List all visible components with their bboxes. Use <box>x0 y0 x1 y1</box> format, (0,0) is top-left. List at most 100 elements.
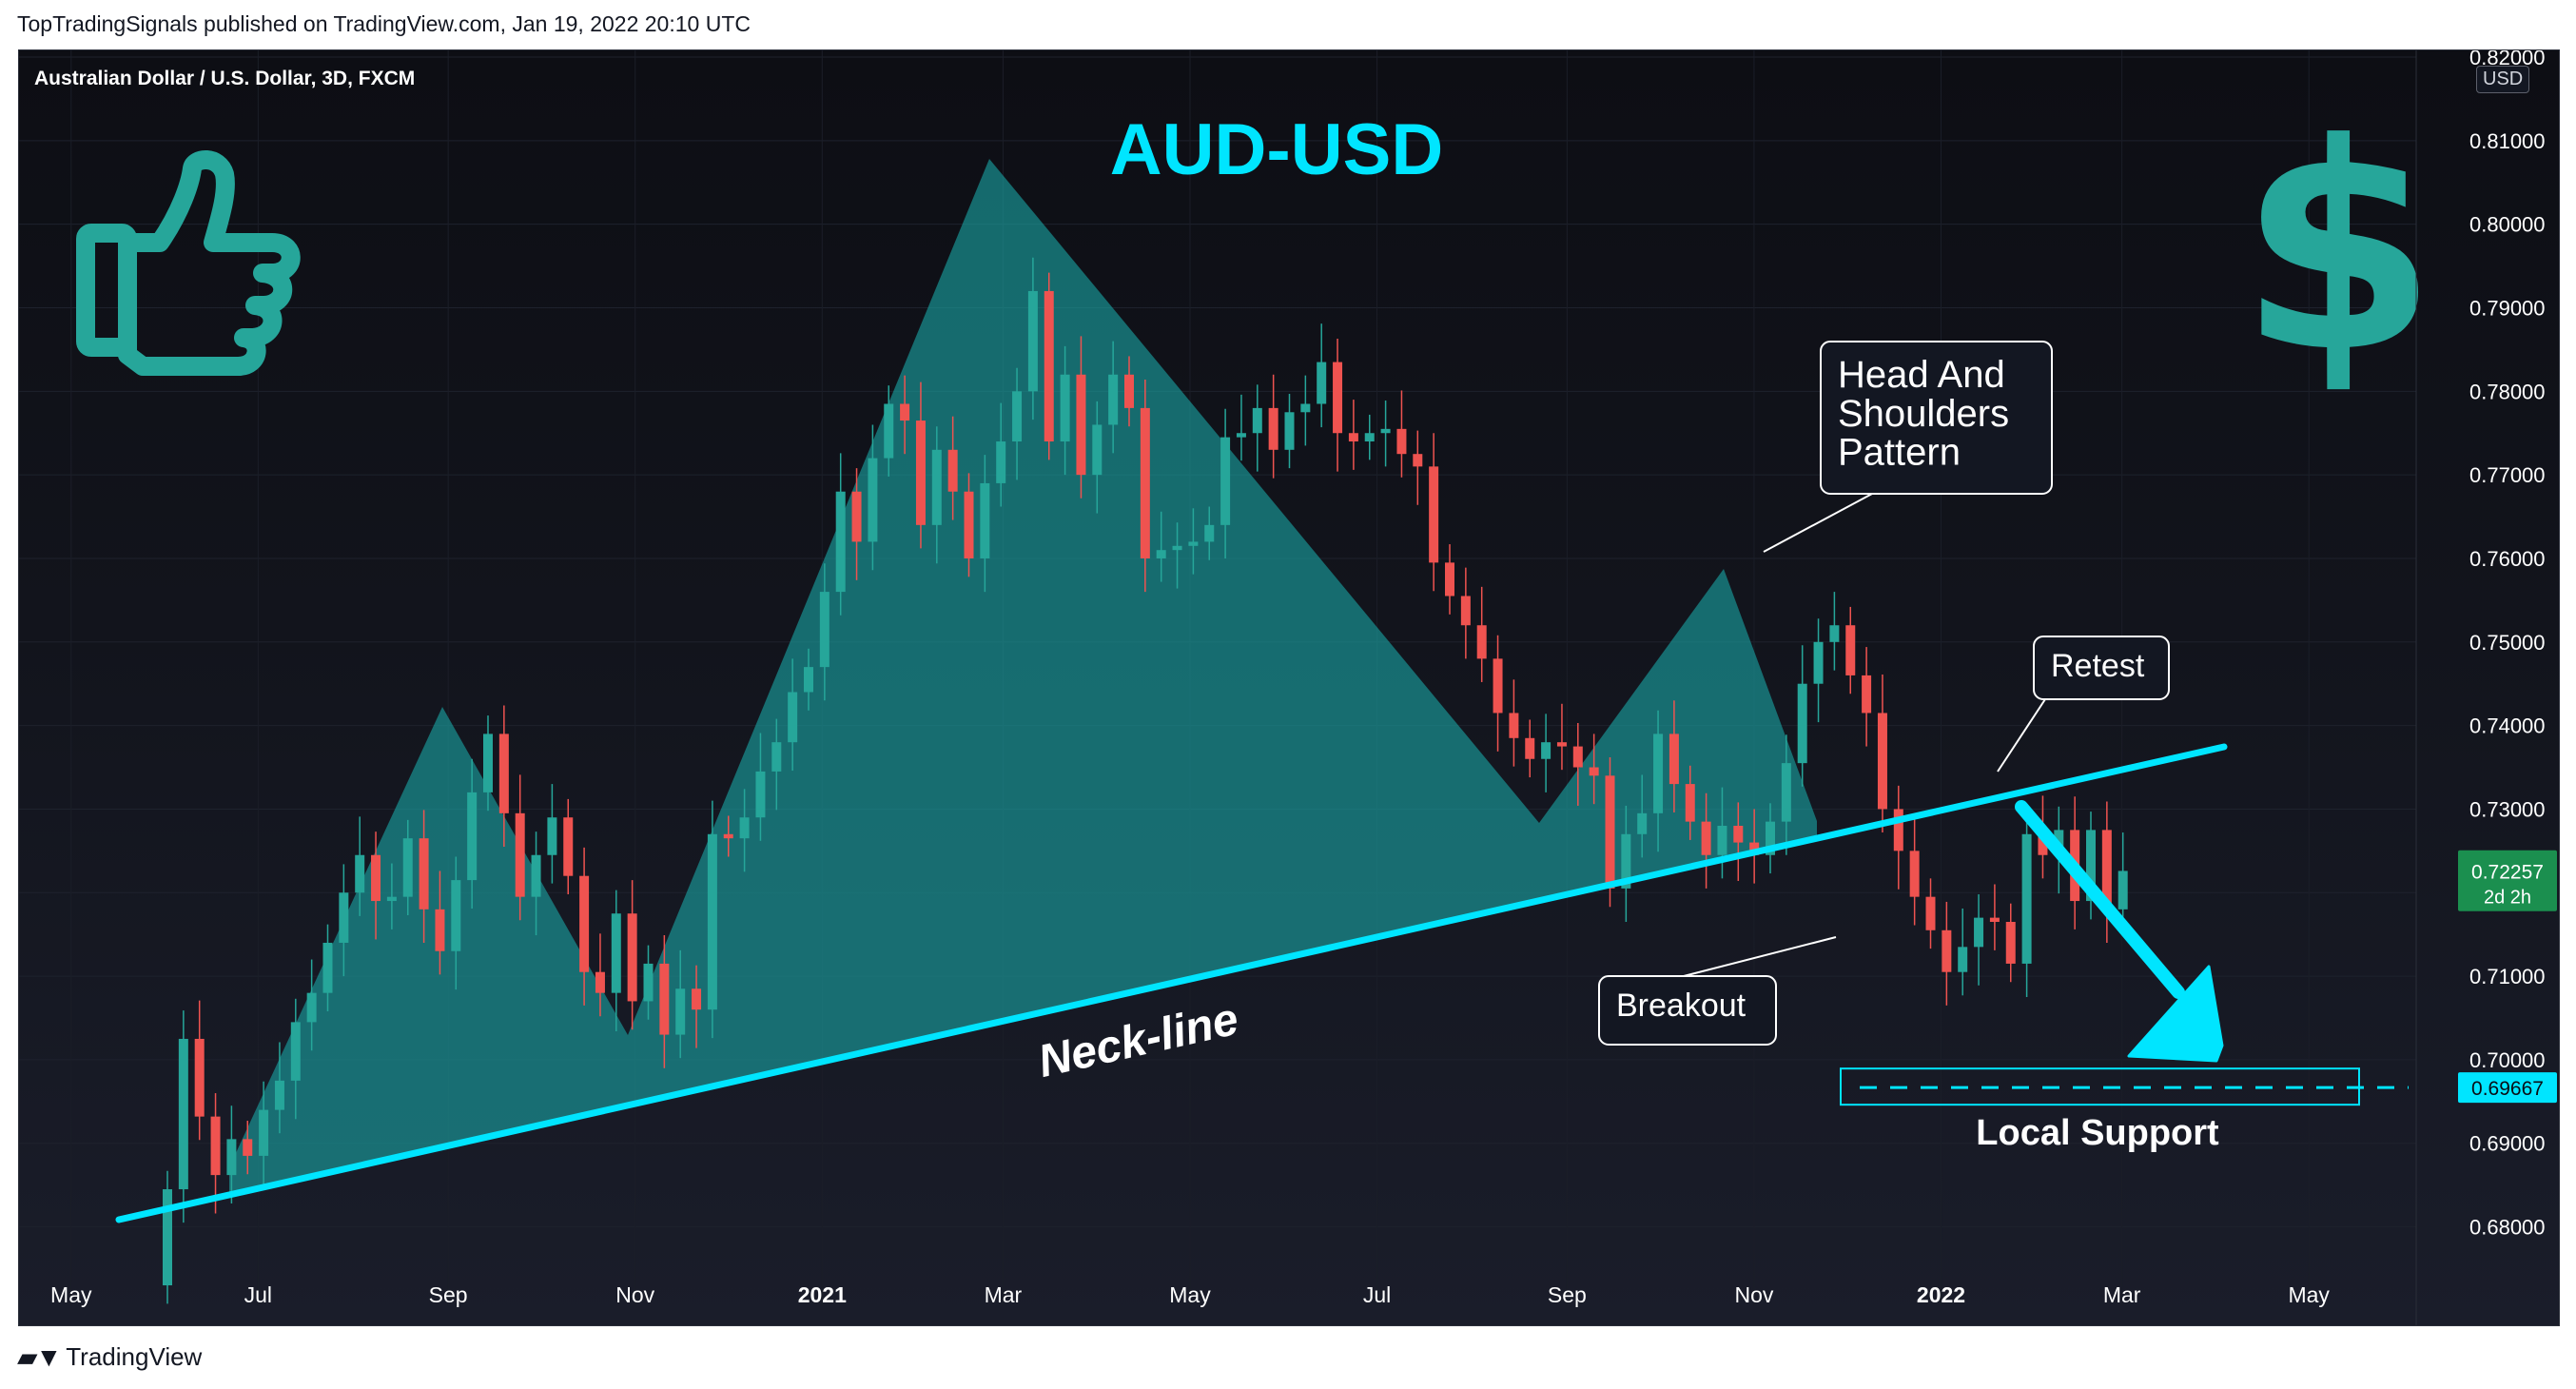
candle <box>835 453 846 616</box>
chart-panel[interactable]: Neck-line AUD-USD $ Head And Shoulders Patter… <box>18 49 2560 1326</box>
candle-body <box>1541 742 1551 759</box>
candle-body <box>1733 826 1744 843</box>
currency-badge[interactable]: USD <box>2476 66 2530 93</box>
candle-body <box>1781 763 1791 822</box>
candle-body <box>2005 922 2016 964</box>
candle-body <box>322 942 333 993</box>
current-price-value: 0.72257 <box>2471 862 2544 884</box>
candle <box>1493 635 1503 752</box>
candle <box>306 959 317 1051</box>
candle <box>1797 645 1807 787</box>
candle <box>1364 414 1375 460</box>
candle <box>1060 345 1070 476</box>
candle <box>900 375 910 455</box>
candle <box>1877 675 1887 833</box>
candle-body <box>1060 374 1070 442</box>
time-tick-label: Nov <box>1734 1282 1773 1307</box>
candle <box>1012 367 1023 480</box>
candle <box>226 1105 237 1203</box>
candle <box>1268 374 1278 479</box>
candle-body <box>1766 821 1775 855</box>
callout-retest: Retest <box>1997 636 2170 773</box>
candle <box>1092 401 1103 514</box>
price-tick-label: 0.73000 <box>2469 797 2546 821</box>
candle-body <box>835 491 846 593</box>
time-tick-label: Nov <box>615 1282 654 1307</box>
candle <box>259 1081 269 1190</box>
candle-body <box>1188 541 1199 546</box>
candle-body <box>1396 428 1407 455</box>
candle <box>402 819 413 915</box>
candle-body <box>611 913 621 993</box>
candle <box>788 658 798 772</box>
candle-body <box>1172 545 1182 551</box>
candle-body <box>259 1109 269 1156</box>
support-price-badge: 0.69667 <box>2458 1072 2557 1104</box>
candle <box>210 1093 221 1214</box>
candle-body <box>884 403 894 459</box>
candle-body <box>210 1116 221 1176</box>
candle <box>1284 393 1295 469</box>
candle <box>419 810 429 943</box>
candle <box>964 473 974 577</box>
candle <box>915 381 926 549</box>
candle <box>386 863 397 929</box>
candle <box>1172 522 1182 589</box>
candle <box>1766 803 1775 874</box>
time-tick-label: May <box>1169 1282 1211 1307</box>
price-tick-label: 0.75000 <box>2469 631 2546 655</box>
candle-body <box>1027 290 1038 392</box>
support-price-box <box>2458 1072 2557 1104</box>
publication-credit: TopTradingSignals published on TradingVi… <box>17 11 751 36</box>
candle-body <box>947 449 958 492</box>
candle-body <box>1893 809 1903 851</box>
candle-body <box>1044 290 1054 442</box>
candle <box>163 1170 172 1304</box>
candle-body <box>2038 833 2048 855</box>
candle <box>723 815 733 857</box>
candle <box>1509 679 1519 767</box>
brand-label: TradingView <box>66 1342 203 1371</box>
candle-body <box>915 421 926 525</box>
symbol-title: Australian Dollar / U.S. Dollar, 3D, FXC… <box>34 68 416 89</box>
candle <box>692 965 702 1048</box>
time-tick-label: 2021 <box>798 1282 847 1307</box>
tradingview-brand[interactable]: ▰▼ TradingView <box>17 1341 202 1373</box>
callout-pattern-pointer <box>1763 493 1873 553</box>
candle-body <box>964 491 974 558</box>
candle <box>1108 341 1119 454</box>
candle-body <box>804 667 813 693</box>
candle <box>1525 719 1535 778</box>
candle <box>1140 380 1150 593</box>
candle <box>1829 592 1840 671</box>
callout-breakout: Breakout <box>1598 936 1837 1046</box>
candle-body <box>1813 641 1824 684</box>
candle <box>1781 734 1791 855</box>
candle-body <box>1076 374 1086 476</box>
candle <box>1204 506 1215 560</box>
candle <box>1589 734 1599 805</box>
candle <box>2005 903 2016 983</box>
candle-body <box>274 1080 284 1110</box>
candle-body <box>1701 821 1711 855</box>
candle-body <box>980 482 990 558</box>
candle-body <box>1012 391 1023 442</box>
current-price-badge: 0.72257 2d 2h <box>2458 850 2557 911</box>
candle-body <box>435 909 445 951</box>
thumbs-up-hand <box>118 150 301 376</box>
candle <box>2086 812 2096 920</box>
candle-body <box>1909 851 1920 897</box>
candle-body <box>851 491 862 542</box>
callout-retest-text: Retest <box>2051 648 2145 684</box>
candle-body <box>1348 433 1358 442</box>
candle-body <box>1220 437 1231 525</box>
candle-body <box>1989 917 2000 923</box>
head-and-shoulders-fill <box>229 159 1817 1195</box>
candle-body <box>306 992 317 1023</box>
candle <box>355 816 365 916</box>
candle <box>1348 400 1358 470</box>
candle-body <box>1300 403 1311 413</box>
candle <box>579 847 590 1006</box>
callout-pattern: Head And Shoulders Pattern <box>1763 341 2053 553</box>
